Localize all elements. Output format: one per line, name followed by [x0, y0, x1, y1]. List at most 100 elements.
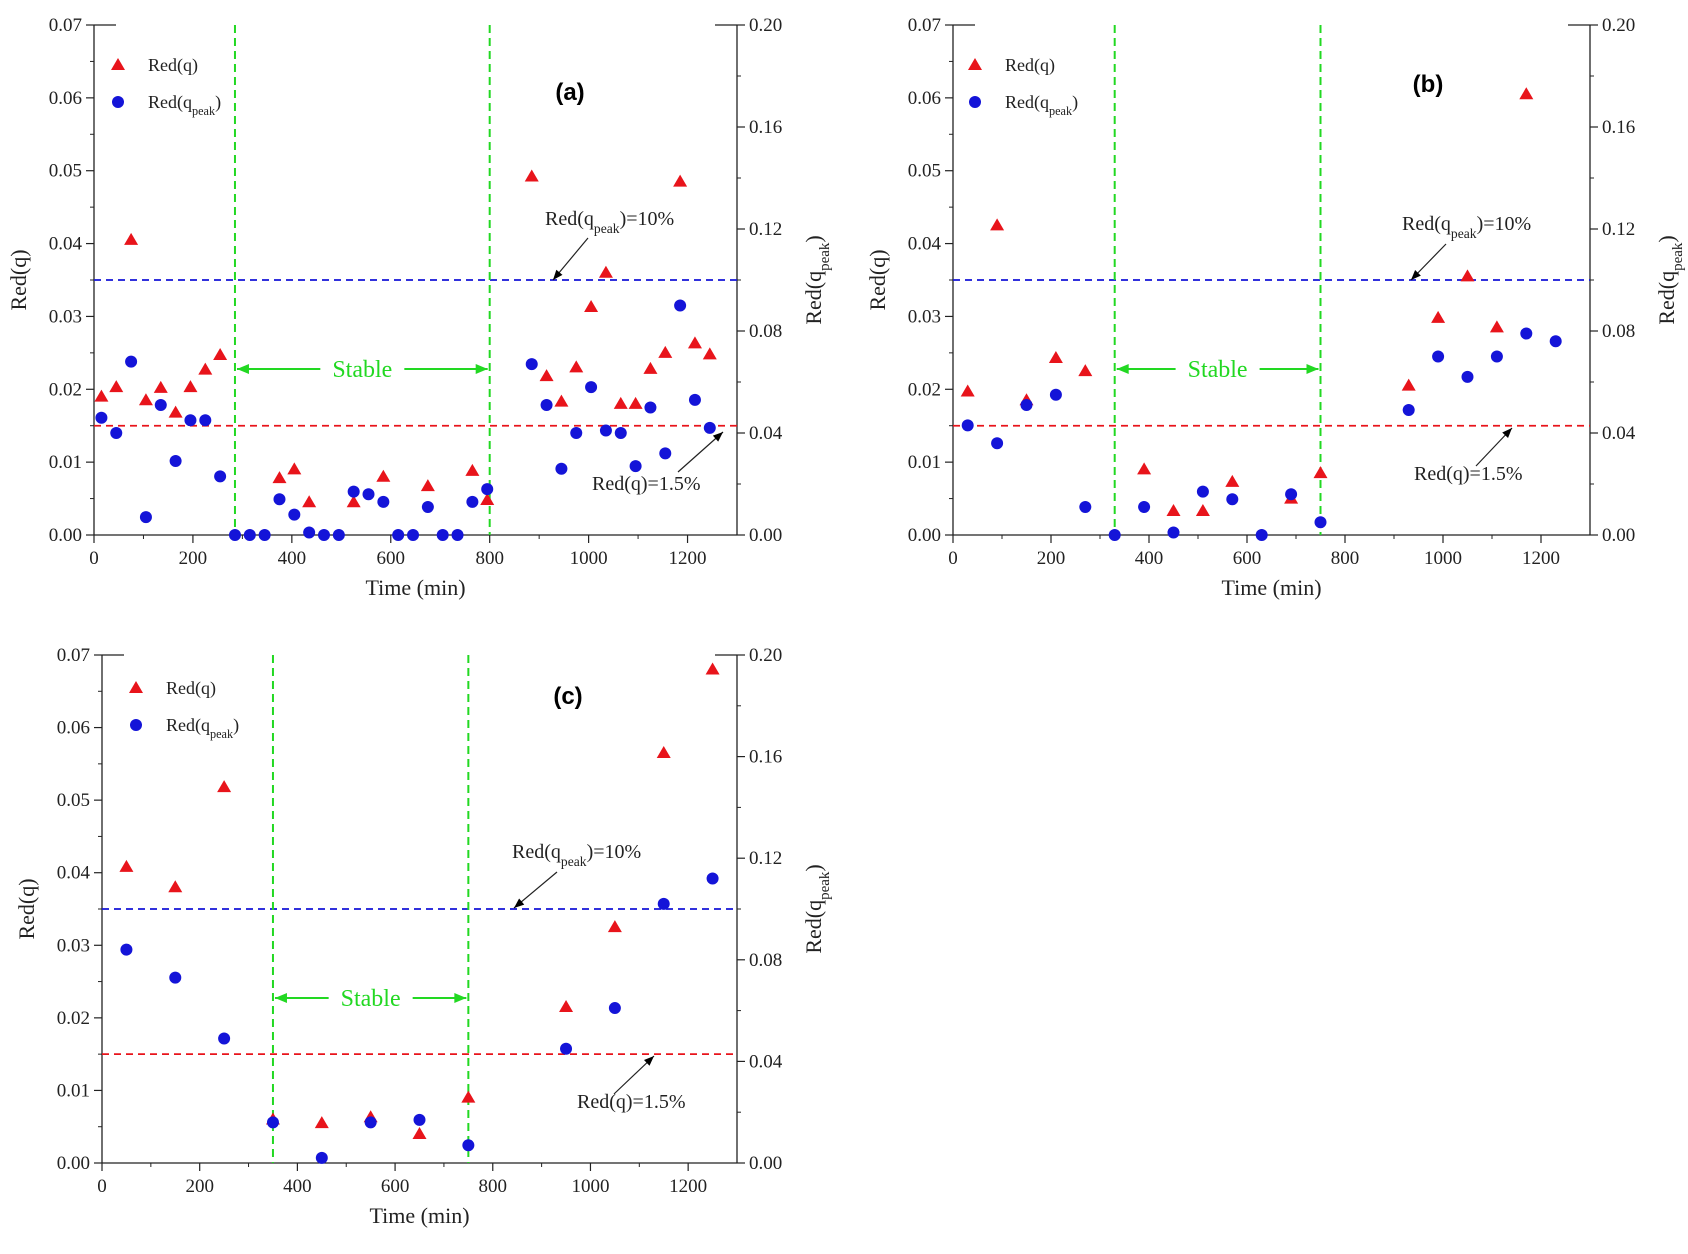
left-tick-label: 0.00	[908, 525, 941, 546]
red-q-point	[138, 393, 153, 406]
x-tick-label: 0	[89, 548, 99, 569]
red-qpeak-point	[674, 299, 687, 312]
red-q-point	[656, 745, 671, 758]
panel-c: 0.00 0.01 0.02 0.03 0.04 0.05 0.06 0.07 0.00 0.04…	[14, 645, 833, 1228]
right-tick-label: 0.16	[749, 117, 782, 138]
red-qpeak-point	[95, 411, 108, 424]
left-tick-label: 0.06	[908, 88, 941, 109]
red-q-point	[705, 662, 720, 675]
red-q-point	[109, 380, 124, 393]
left-tick-label: 0.07	[57, 645, 90, 666]
x-tick-label: 1000	[570, 548, 608, 569]
red-q-point	[314, 1116, 329, 1129]
red-q-point	[960, 384, 975, 397]
red-q-point	[480, 493, 495, 506]
red-q-point	[461, 1090, 476, 1103]
right-tick-label: 0.00	[749, 525, 782, 546]
legend-circle-icon	[969, 96, 981, 108]
red-qpeak-point	[258, 529, 271, 541]
legend-red-q: Red(q)	[148, 55, 198, 76]
q-note-arrowhead	[1502, 428, 1512, 439]
red-qpeak-point	[659, 447, 672, 460]
red-q-point	[412, 1126, 427, 1139]
red-qpeak-point	[303, 526, 316, 539]
red-qpeak-point	[347, 485, 360, 498]
red-qpeak-point	[1226, 493, 1239, 506]
left-tick-label: 0.01	[49, 452, 82, 473]
left-tick-label: 0.06	[49, 88, 82, 109]
left-tick-label: 0.02	[908, 379, 941, 400]
stable-arrowhead-right	[1306, 364, 1319, 374]
red-qpeak-point	[1432, 350, 1445, 363]
red-qpeak-point	[1461, 370, 1474, 383]
x-tick-label: 800	[475, 548, 504, 569]
left-tick-label: 0.06	[57, 718, 90, 739]
red-q-point	[1431, 310, 1446, 323]
red-q-point	[420, 479, 435, 492]
red-q-point	[658, 345, 673, 358]
right-tick-label: 0.00	[1602, 525, 1635, 546]
red-qpeak-point	[466, 495, 479, 508]
right-tick-label: 0.04	[1602, 423, 1636, 444]
x-tick-label: 1000	[1424, 548, 1462, 569]
red-q-point	[124, 232, 139, 245]
red-qpeak-point	[1079, 500, 1092, 513]
right-axis-label: Red(qpeak)	[801, 235, 833, 324]
right-tick-label: 0.12	[1602, 219, 1635, 240]
legend-red-qpeak: Red(qpeak)	[166, 715, 239, 741]
left-tick-label: 0.01	[908, 452, 941, 473]
panel-label: (b)	[1413, 71, 1444, 98]
red-q-point	[465, 463, 480, 476]
red-q-point	[607, 920, 622, 933]
red-q-point	[168, 405, 183, 418]
red-qpeak-point	[585, 381, 598, 394]
qpeak-threshold-note: Red(qpeak)=10%	[545, 208, 674, 236]
red-qpeak-point	[1020, 398, 1033, 411]
legend-triangle-icon	[129, 681, 143, 693]
right-tick-label: 0.08	[1602, 321, 1635, 342]
stable-label: Stable	[1188, 357, 1248, 383]
red-q-point	[1166, 503, 1181, 516]
red-qpeak-point	[1520, 327, 1533, 340]
left-tick-label: 0.07	[908, 15, 941, 36]
red-q-point	[554, 394, 569, 407]
x-tick-label: 200	[179, 548, 208, 569]
right-tick-label: 0.08	[749, 950, 782, 971]
right-tick-label: 0.12	[749, 848, 782, 869]
q-threshold-note: Red(q)=1.5%	[1414, 463, 1522, 485]
x-tick-label: 800	[1331, 548, 1360, 569]
red-qpeak-point	[555, 462, 568, 475]
red-qpeak-point	[392, 529, 405, 541]
red-qpeak-point	[657, 897, 670, 910]
red-qpeak-point	[525, 358, 538, 371]
red-q-point	[217, 780, 232, 793]
red-q-point	[1048, 350, 1063, 363]
red-qpeak-point	[1549, 335, 1562, 348]
red-q-point	[213, 348, 228, 361]
red-q-point	[613, 396, 628, 409]
legend-red-q: Red(q)	[1005, 55, 1055, 76]
red-qpeak-point	[120, 943, 133, 956]
x-tick-label: 600	[381, 1176, 410, 1197]
x-tick-label: 400	[278, 548, 307, 569]
red-q-point	[524, 169, 539, 182]
legend-red-qpeak: Red(qpeak)	[148, 92, 221, 118]
red-q-point	[569, 360, 584, 373]
x-tick-label: 0	[97, 1176, 107, 1197]
red-qpeak-point	[266, 1116, 279, 1129]
red-qpeak-point	[332, 529, 345, 541]
red-qpeak-point	[273, 493, 286, 506]
red-qpeak-point	[288, 508, 301, 521]
x-tick-label: 400	[1135, 548, 1164, 569]
right-axis-label: Red(qpeak)	[801, 864, 833, 953]
red-qpeak-point	[540, 398, 553, 411]
red-q-point	[1519, 87, 1534, 100]
red-q-point	[94, 389, 109, 402]
x-tick-label: 1200	[669, 1176, 707, 1197]
stable-arrowhead-left	[236, 364, 249, 374]
right-axis-label: Red(qpeak)	[1654, 235, 1686, 324]
x-axis-label: Time (min)	[1221, 575, 1321, 600]
red-qpeak-point	[413, 1113, 426, 1126]
red-q-point	[168, 880, 183, 893]
red-qpeak-point	[436, 529, 449, 541]
